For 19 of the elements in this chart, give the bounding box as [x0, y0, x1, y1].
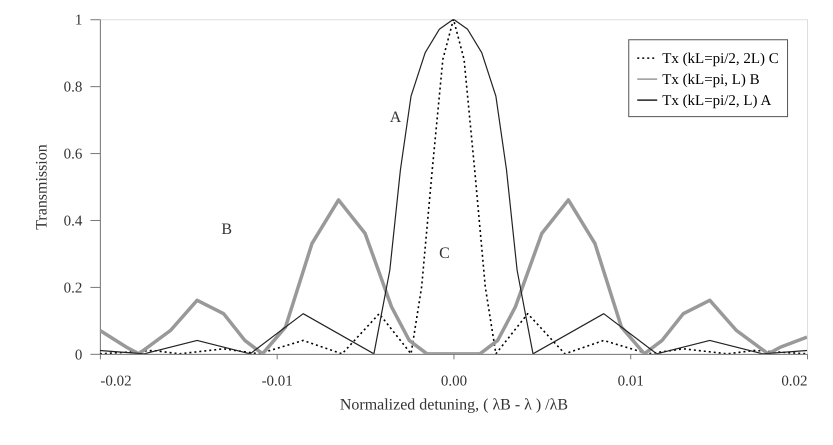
annotation: A — [390, 109, 402, 126]
x-tick-label: -0.02 — [100, 373, 132, 390]
annotation: B — [221, 220, 232, 238]
y-tick-label: 0.2 — [64, 280, 82, 296]
y-tick-label: 1 — [74, 12, 82, 29]
legend-label: Tx (kL=pi/2, 2L) C — [662, 51, 779, 68]
x-tick-label: 0.00 — [440, 373, 468, 390]
y-axis-title: Transmission — [34, 144, 51, 230]
legend-label: Tx (kL=pi, L) B — [662, 72, 760, 88]
y-tick-label: 0 — [74, 347, 82, 364]
y-tick-label: 0.6 — [64, 146, 83, 163]
legend-label: Tx (kL=pi/2, L) A — [662, 93, 772, 110]
x-tick-label: 0.02 — [781, 373, 808, 390]
y-tick-label: 0.8 — [64, 80, 82, 96]
annotation: C — [439, 244, 450, 262]
x-axis-title: Normalized detuning, ( λB - λ ) /λB — [340, 396, 568, 414]
x-tick-label: -0.01 — [262, 373, 293, 390]
y-tick-label: 0.4 — [64, 213, 83, 230]
x-tick-label: 0.01 — [618, 373, 644, 390]
